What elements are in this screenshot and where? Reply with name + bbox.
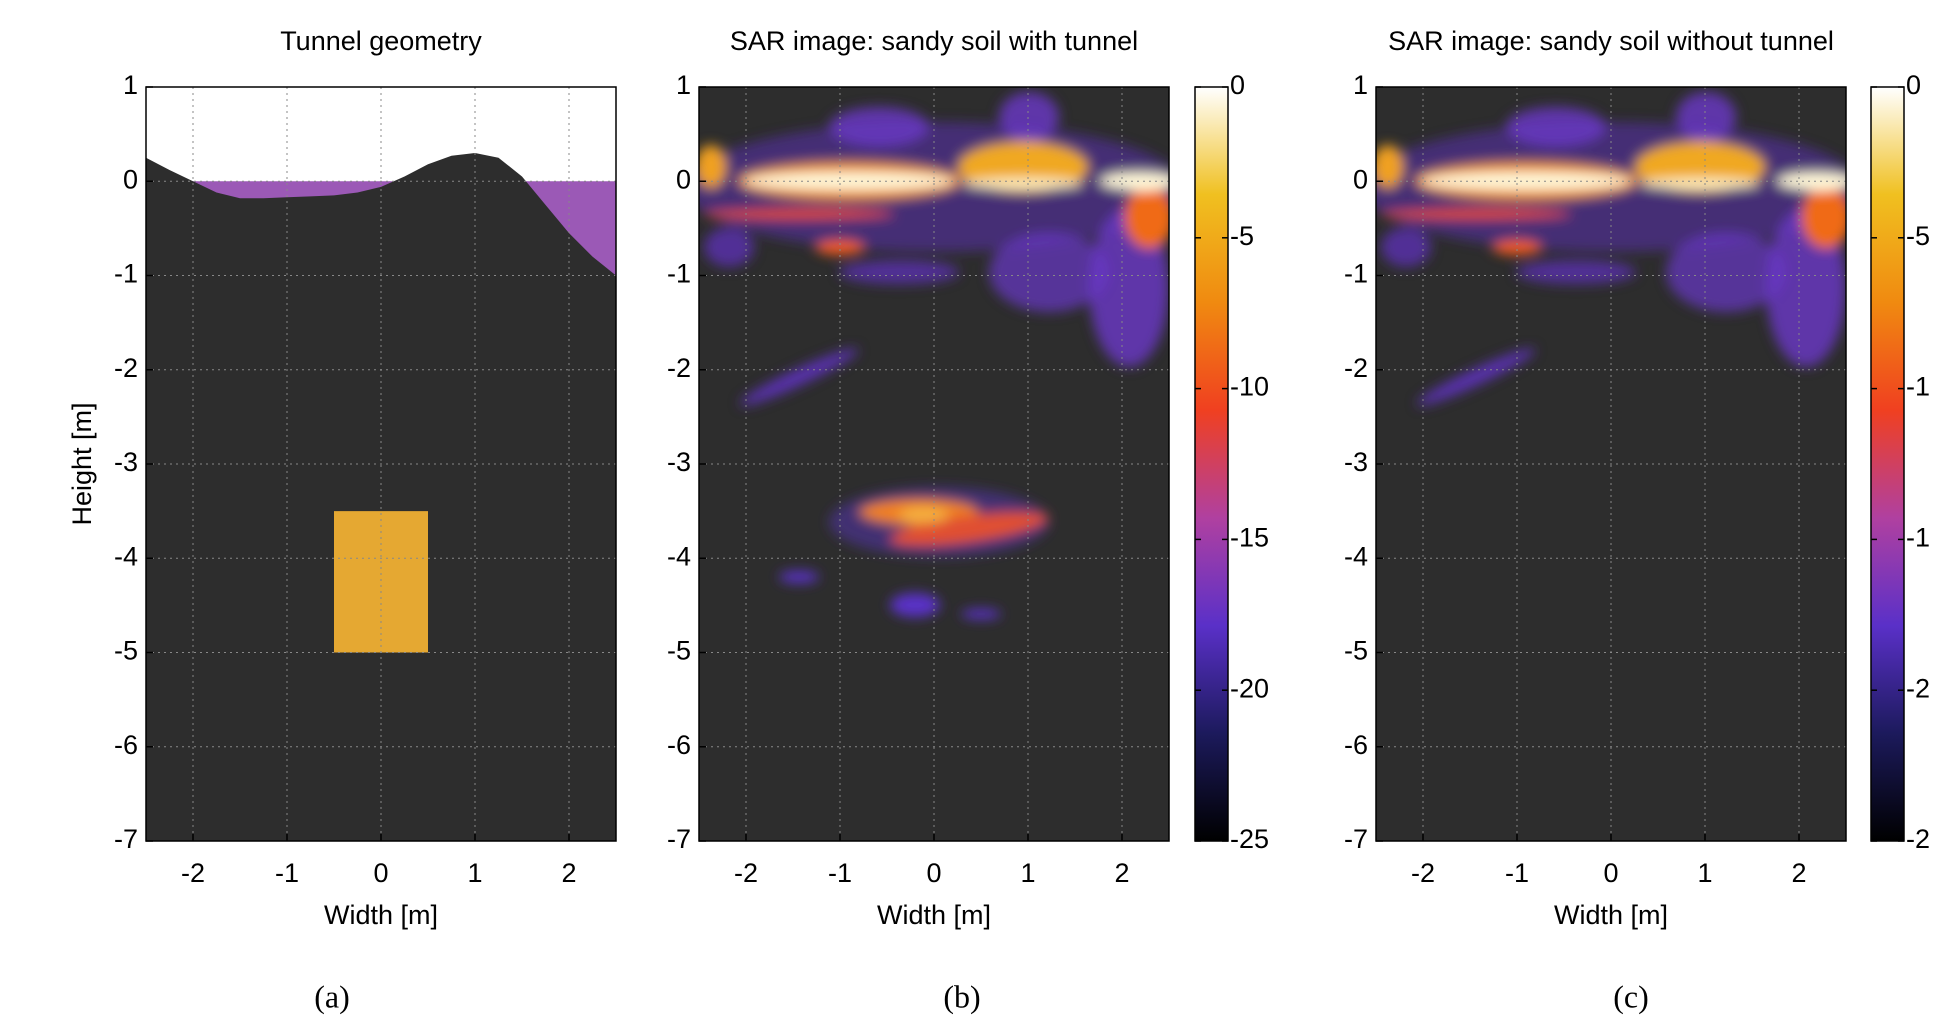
x-tick-label: 2	[561, 858, 576, 888]
y-tick-label: -2	[114, 353, 138, 383]
y-axis-label: Height [m]	[67, 402, 97, 525]
y-tick-label: -1	[667, 259, 691, 289]
y-tick-label: -3	[114, 447, 138, 477]
x-tick-label: -1	[828, 858, 852, 888]
y-tick-label: -7	[667, 824, 691, 854]
y-tick-label: -1	[1344, 259, 1368, 289]
colorbar-tick-label: -2	[1906, 673, 1930, 703]
y-tick-label: 1	[1353, 70, 1368, 100]
y-tick-label: 1	[676, 70, 691, 100]
x-tick-label: -1	[275, 858, 299, 888]
y-tick-label: -6	[667, 730, 691, 760]
x-tick-label: 0	[926, 858, 941, 888]
colorbar-tick-label: 0	[1230, 70, 1245, 100]
plot-frame	[145, 86, 617, 842]
colorbar-tick-label: 0	[1906, 70, 1921, 100]
y-tick-label: 1	[123, 70, 138, 100]
colorbar-tick-label: -15	[1230, 523, 1269, 553]
y-tick-label: -5	[667, 636, 691, 666]
y-tick-label: -6	[114, 730, 138, 760]
y-tick-label: -5	[1344, 636, 1368, 666]
x-tick-label: -1	[1505, 858, 1529, 888]
plot-frame	[1375, 86, 1847, 842]
x-tick-label: 1	[1697, 858, 1712, 888]
y-tick-label: -2	[1344, 353, 1368, 383]
colorbar-tick-label: -2	[1906, 824, 1930, 854]
y-tick-label: -5	[114, 636, 138, 666]
x-tick-label: 1	[467, 858, 482, 888]
colorbar-tick-label: -25	[1230, 824, 1269, 854]
y-tick-label: 0	[676, 164, 691, 194]
y-tick-label: 0	[123, 164, 138, 194]
colorbar-tick-label: -1	[1906, 372, 1930, 402]
colorbar-tick-label: -20	[1230, 673, 1269, 703]
x-tick-label: 2	[1114, 858, 1129, 888]
y-tick-label: -4	[114, 541, 138, 571]
chart-title: SAR image: sandy soil without tunnel	[1388, 26, 1834, 56]
x-tick-label: -2	[734, 858, 758, 888]
y-tick-label: -7	[1344, 824, 1368, 854]
x-axis-label: Width [m]	[324, 900, 438, 930]
x-tick-label: 1	[1020, 858, 1035, 888]
caption: (b)	[943, 978, 980, 1014]
x-tick-label: -2	[1411, 858, 1435, 888]
colorbar-tick-label: -5	[1230, 221, 1254, 251]
y-tick-label: -7	[114, 824, 138, 854]
y-tick-label: -3	[667, 447, 691, 477]
y-tick-label: -3	[1344, 447, 1368, 477]
x-tick-label: -2	[181, 858, 205, 888]
y-tick-label: -6	[1344, 730, 1368, 760]
y-tick-label: -4	[667, 541, 691, 571]
x-tick-label: 2	[1791, 858, 1806, 888]
colorbar-tick-label: -1	[1906, 523, 1930, 553]
colorbar-tick-label: -5	[1906, 221, 1930, 251]
y-tick-label: 0	[1353, 164, 1368, 194]
y-tick-label: -4	[1344, 541, 1368, 571]
colorbar	[1870, 86, 1905, 842]
x-tick-label: 0	[1603, 858, 1618, 888]
y-tick-label: -2	[667, 353, 691, 383]
y-tick-label: -1	[114, 259, 138, 289]
caption: (a)	[314, 978, 350, 1014]
x-axis-label: Width [m]	[877, 900, 991, 930]
colorbar	[1194, 86, 1229, 842]
x-axis-label: Width [m]	[1554, 900, 1668, 930]
caption: (c)	[1613, 978, 1649, 1014]
colorbar-tick-label: -10	[1230, 372, 1269, 402]
x-tick-label: 0	[373, 858, 388, 888]
chart-title: Tunnel geometry	[280, 26, 482, 56]
chart-title: SAR image: sandy soil with tunnel	[730, 26, 1138, 56]
plot-frame	[698, 86, 1170, 842]
